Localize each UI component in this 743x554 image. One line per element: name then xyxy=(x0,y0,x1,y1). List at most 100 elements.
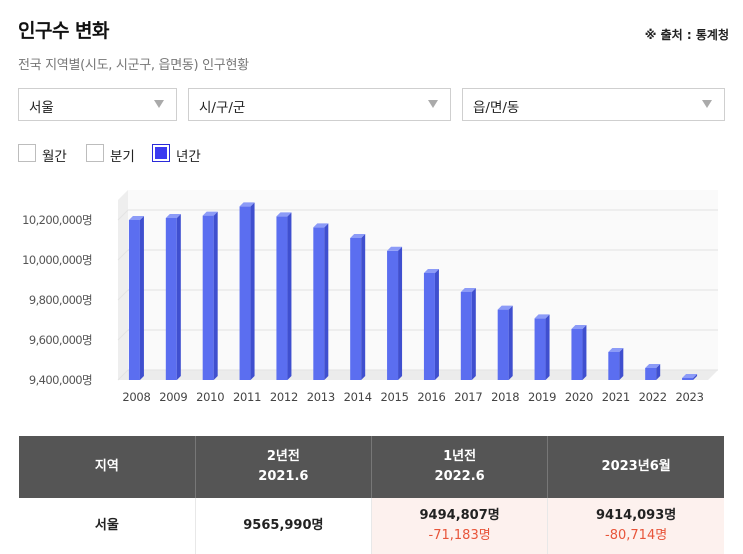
x-tick-label: 2013 xyxy=(307,390,335,404)
checkbox-icon xyxy=(86,144,104,162)
bar-side xyxy=(434,269,439,380)
bar-side xyxy=(619,348,624,380)
eupmyeondong-select[interactable]: 읍/면/동 xyxy=(462,88,725,121)
bar-front xyxy=(202,215,214,380)
x-tick-label: 2022 xyxy=(639,390,667,404)
checkbox-icon xyxy=(18,144,36,162)
bar-front xyxy=(350,238,362,380)
bar xyxy=(497,305,513,380)
header-current: 2023년6월 xyxy=(547,436,724,498)
sido-select[interactable]: 서울 xyxy=(18,88,177,121)
bar xyxy=(202,211,218,380)
x-tick-label: 2014 xyxy=(344,390,372,404)
checkbox-checked-icon xyxy=(152,144,170,162)
y-tick-label: 10,200,000명 xyxy=(22,213,92,227)
bar xyxy=(350,234,366,380)
y-tick-label: 9,600,000명 xyxy=(29,333,92,347)
bar-top xyxy=(350,234,366,238)
bar-top xyxy=(497,305,513,310)
chevron-down-icon xyxy=(154,100,164,108)
gridline xyxy=(117,369,129,381)
period-yearly-checkbox[interactable]: 년간 xyxy=(152,143,212,165)
bar-top xyxy=(534,314,550,319)
bar xyxy=(423,269,439,380)
bar-front xyxy=(682,378,694,380)
cell-two-years-ago: 9565,990명 xyxy=(195,498,373,554)
chart-grid xyxy=(117,190,718,381)
bar-front xyxy=(645,368,657,380)
bar xyxy=(645,364,661,380)
bar-side xyxy=(139,216,144,380)
bar-front xyxy=(313,227,325,380)
bar-top xyxy=(682,374,698,378)
cell-one-year-ago: 9494,807명 -71,183명 xyxy=(371,498,549,554)
bar-side xyxy=(693,374,698,380)
bar-front xyxy=(571,329,583,380)
chart-floor xyxy=(118,370,718,380)
bar xyxy=(387,246,403,380)
gridline xyxy=(117,209,129,221)
bar-front xyxy=(276,216,288,380)
population-table: 지역 2년전 2021.6 1년전 2022.6 2023년6월 서울 9565,9… xyxy=(19,436,724,554)
table-row: 서울 9565,990명 9494,807명 -71,183명 9414,093… xyxy=(19,498,724,554)
bar-top xyxy=(571,325,587,329)
bar-front xyxy=(387,250,399,380)
bar-top xyxy=(387,246,403,251)
bar-side xyxy=(582,325,587,380)
period-monthly-checkbox[interactable]: 월간 xyxy=(18,143,78,165)
x-tick-label: 2015 xyxy=(381,390,409,404)
bar-front xyxy=(423,273,435,380)
gridline xyxy=(117,329,129,341)
eupmyeondong-select-value: 읍/면/동 xyxy=(473,100,520,116)
bar-front xyxy=(239,206,251,380)
bar-side xyxy=(545,314,550,380)
period-monthly-label: 월간 xyxy=(42,149,67,165)
page-subtitle: 전국 지역별(시도, 시군구, 읍면동) 인구현황 xyxy=(18,58,249,73)
bar-top xyxy=(313,223,329,228)
period-yearly-label: 년간 xyxy=(176,149,201,165)
current-value: 9414,093명 xyxy=(596,508,677,523)
bar xyxy=(128,216,144,380)
one-year-ago-value: 9494,807명 xyxy=(419,508,500,523)
x-tick-label: 2020 xyxy=(565,390,593,404)
x-tick-label: 2016 xyxy=(417,390,445,404)
bar-side xyxy=(287,212,292,380)
bar-top xyxy=(423,269,439,273)
bar-front xyxy=(165,218,177,380)
bar-side xyxy=(176,214,181,380)
y-tick-label: 10,000,000명 xyxy=(22,253,92,267)
x-tick-label: 2011 xyxy=(233,390,261,404)
bar xyxy=(460,288,476,380)
bar-side xyxy=(250,202,255,380)
x-axis: 2008 2009 2010 2011 2012 2013 2014 2015 2016 2017… xyxy=(122,390,704,404)
bar-top xyxy=(128,216,144,220)
y-tick-label: 9,400,000명 xyxy=(29,373,92,387)
bar-side xyxy=(324,223,329,380)
bar-front xyxy=(534,318,546,380)
gridline xyxy=(117,289,129,301)
source-note: ※ 출처 : 통계청 xyxy=(644,28,729,42)
x-tick-label: 2018 xyxy=(491,390,519,404)
sigungu-select[interactable]: 시/구/군 xyxy=(188,88,451,121)
bar xyxy=(608,348,624,380)
sido-select-value: 서울 xyxy=(29,100,54,116)
chevron-down-icon xyxy=(702,100,712,108)
cell-current: 9414,093명 -80,714명 xyxy=(547,498,724,554)
period-quarterly-checkbox[interactable]: 분기 xyxy=(86,143,146,165)
bar xyxy=(276,212,292,380)
y-axis: 9,400,000명 9,600,000명 9,800,000명 10,000,000… xyxy=(22,213,92,387)
bar-front xyxy=(608,352,620,380)
bar-top xyxy=(460,288,476,292)
chevron-down-icon xyxy=(428,100,438,108)
page-title: 인구수 변화 xyxy=(18,20,110,42)
chart-bars xyxy=(128,202,698,380)
bar xyxy=(239,202,255,380)
bar xyxy=(534,314,550,380)
bar-top xyxy=(239,202,255,207)
header-two-years-ago: 2년전 2021.6 xyxy=(195,436,373,498)
bar xyxy=(313,223,329,380)
bar xyxy=(165,214,181,380)
x-tick-label: 2012 xyxy=(270,390,298,404)
bar-side xyxy=(508,305,513,380)
chart-back-wall xyxy=(128,190,718,370)
